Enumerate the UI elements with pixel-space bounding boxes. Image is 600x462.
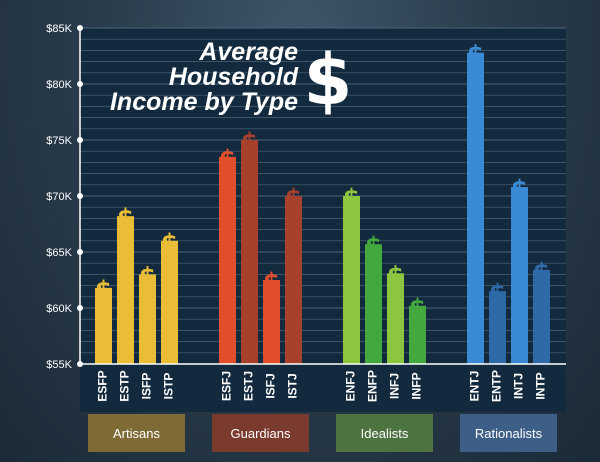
category-label-band: [80, 364, 566, 412]
title-line-3: Income by Type: [110, 88, 298, 116]
y-tick-dot: [77, 137, 83, 143]
bar-istj: [285, 196, 302, 364]
bar-dollar-icon: $: [533, 258, 550, 286]
bar-dollar-icon: $: [241, 128, 258, 156]
category-label-esfp: ESFP: [96, 370, 110, 401]
bar-istp: [161, 240, 178, 364]
y-tick-dot: [77, 305, 83, 311]
y-tick-dot: [77, 361, 83, 367]
bar-dollar-icon: $: [219, 145, 236, 173]
bar-dollar-icon: $: [285, 184, 302, 212]
bar-dollar-icon: $: [387, 261, 404, 289]
category-label-esfj: ESFJ: [220, 371, 234, 401]
category-label-enfj: ENFJ: [344, 371, 358, 402]
y-tick-label: $85K: [46, 23, 72, 35]
category-label-entj: ENTJ: [468, 371, 482, 402]
x-axis-category-labels: ESFP ESTP ISFP ISTP ESFJ ESTJ ISFJ ISTJ ENFJ ENFP…: [96, 370, 548, 402]
bar-isfj: [263, 280, 280, 364]
category-label-isfj: ISFJ: [264, 373, 278, 398]
y-tick-label: $65K: [46, 247, 72, 259]
bar-dollar-icon: $: [95, 276, 112, 304]
category-label-estj: ESTJ: [242, 371, 256, 401]
bar-dollar-icon: $: [467, 41, 484, 69]
y-tick-label: $60K: [46, 303, 72, 315]
y-tick-label: $70K: [46, 191, 72, 203]
bar-estj: [241, 140, 258, 364]
group-label-guardians: Guardians: [212, 414, 309, 452]
bar-intp: [533, 269, 550, 364]
bar-dollar-icon: $: [511, 175, 528, 203]
bar-dollar-icon: $: [263, 268, 280, 296]
category-label-intp: INTP: [534, 372, 548, 399]
y-tick-dot: [77, 193, 83, 199]
bar-dollar-icon: $: [409, 294, 426, 322]
y-tick-dot: [77, 25, 83, 31]
bar-enfj: [343, 196, 360, 364]
bar-dollar-icon: $: [365, 232, 382, 260]
bar-dollar-icon: $: [489, 279, 506, 307]
bar-entp: [489, 291, 506, 364]
title-dollar-icon: $: [304, 39, 353, 121]
bar-esfp: [95, 287, 112, 364]
category-label-estp: ESTP: [118, 370, 132, 401]
category-label-isfp: ISFP: [140, 373, 154, 400]
bar-dollar-icon: $: [161, 229, 178, 257]
group-label-rationalists: Rationalists: [460, 414, 557, 452]
category-label-intj: INTJ: [512, 373, 526, 399]
title-line-2: Household: [169, 63, 299, 91]
category-label-istj: ISTJ: [286, 373, 300, 398]
group-label-idealists: Idealists: [336, 414, 433, 452]
y-tick-label: $55K: [46, 359, 72, 371]
bar-esfj: [219, 156, 236, 364]
category-label-entp: ENTP: [490, 370, 504, 402]
y-tick-label: $75K: [46, 135, 72, 147]
bar-dollar-icon: $: [343, 184, 360, 212]
bar-dollar-icon: $: [117, 204, 134, 232]
bar-isfp: [139, 274, 156, 364]
y-axis-ticks: $55K $60K $65K $70K $75K $80K $85K: [46, 23, 83, 371]
y-tick-dot: [77, 81, 83, 87]
category-label-infj: INFJ: [388, 373, 402, 399]
bar-estp: [117, 216, 134, 364]
y-tick-label: $80K: [46, 79, 72, 91]
bar-enfp: [365, 244, 382, 364]
group-label-artisans: Artisans: [88, 414, 185, 452]
category-label-enfp: ENFP: [366, 370, 380, 402]
y-tick-dot: [77, 249, 83, 255]
bar-intj: [511, 187, 528, 364]
category-label-istp: ISTP: [162, 373, 176, 400]
bar-infp: [409, 305, 426, 364]
category-label-infp: INFP: [410, 372, 424, 399]
chart-title: Average Household Income by Type $: [110, 38, 352, 121]
bar-infj: [387, 273, 404, 364]
title-line-1: Average: [198, 38, 298, 66]
bars: $$$$$$$$ $$$$$$$$: [95, 41, 550, 364]
bar-entj: [467, 52, 484, 364]
bar-dollar-icon: $: [139, 262, 156, 290]
